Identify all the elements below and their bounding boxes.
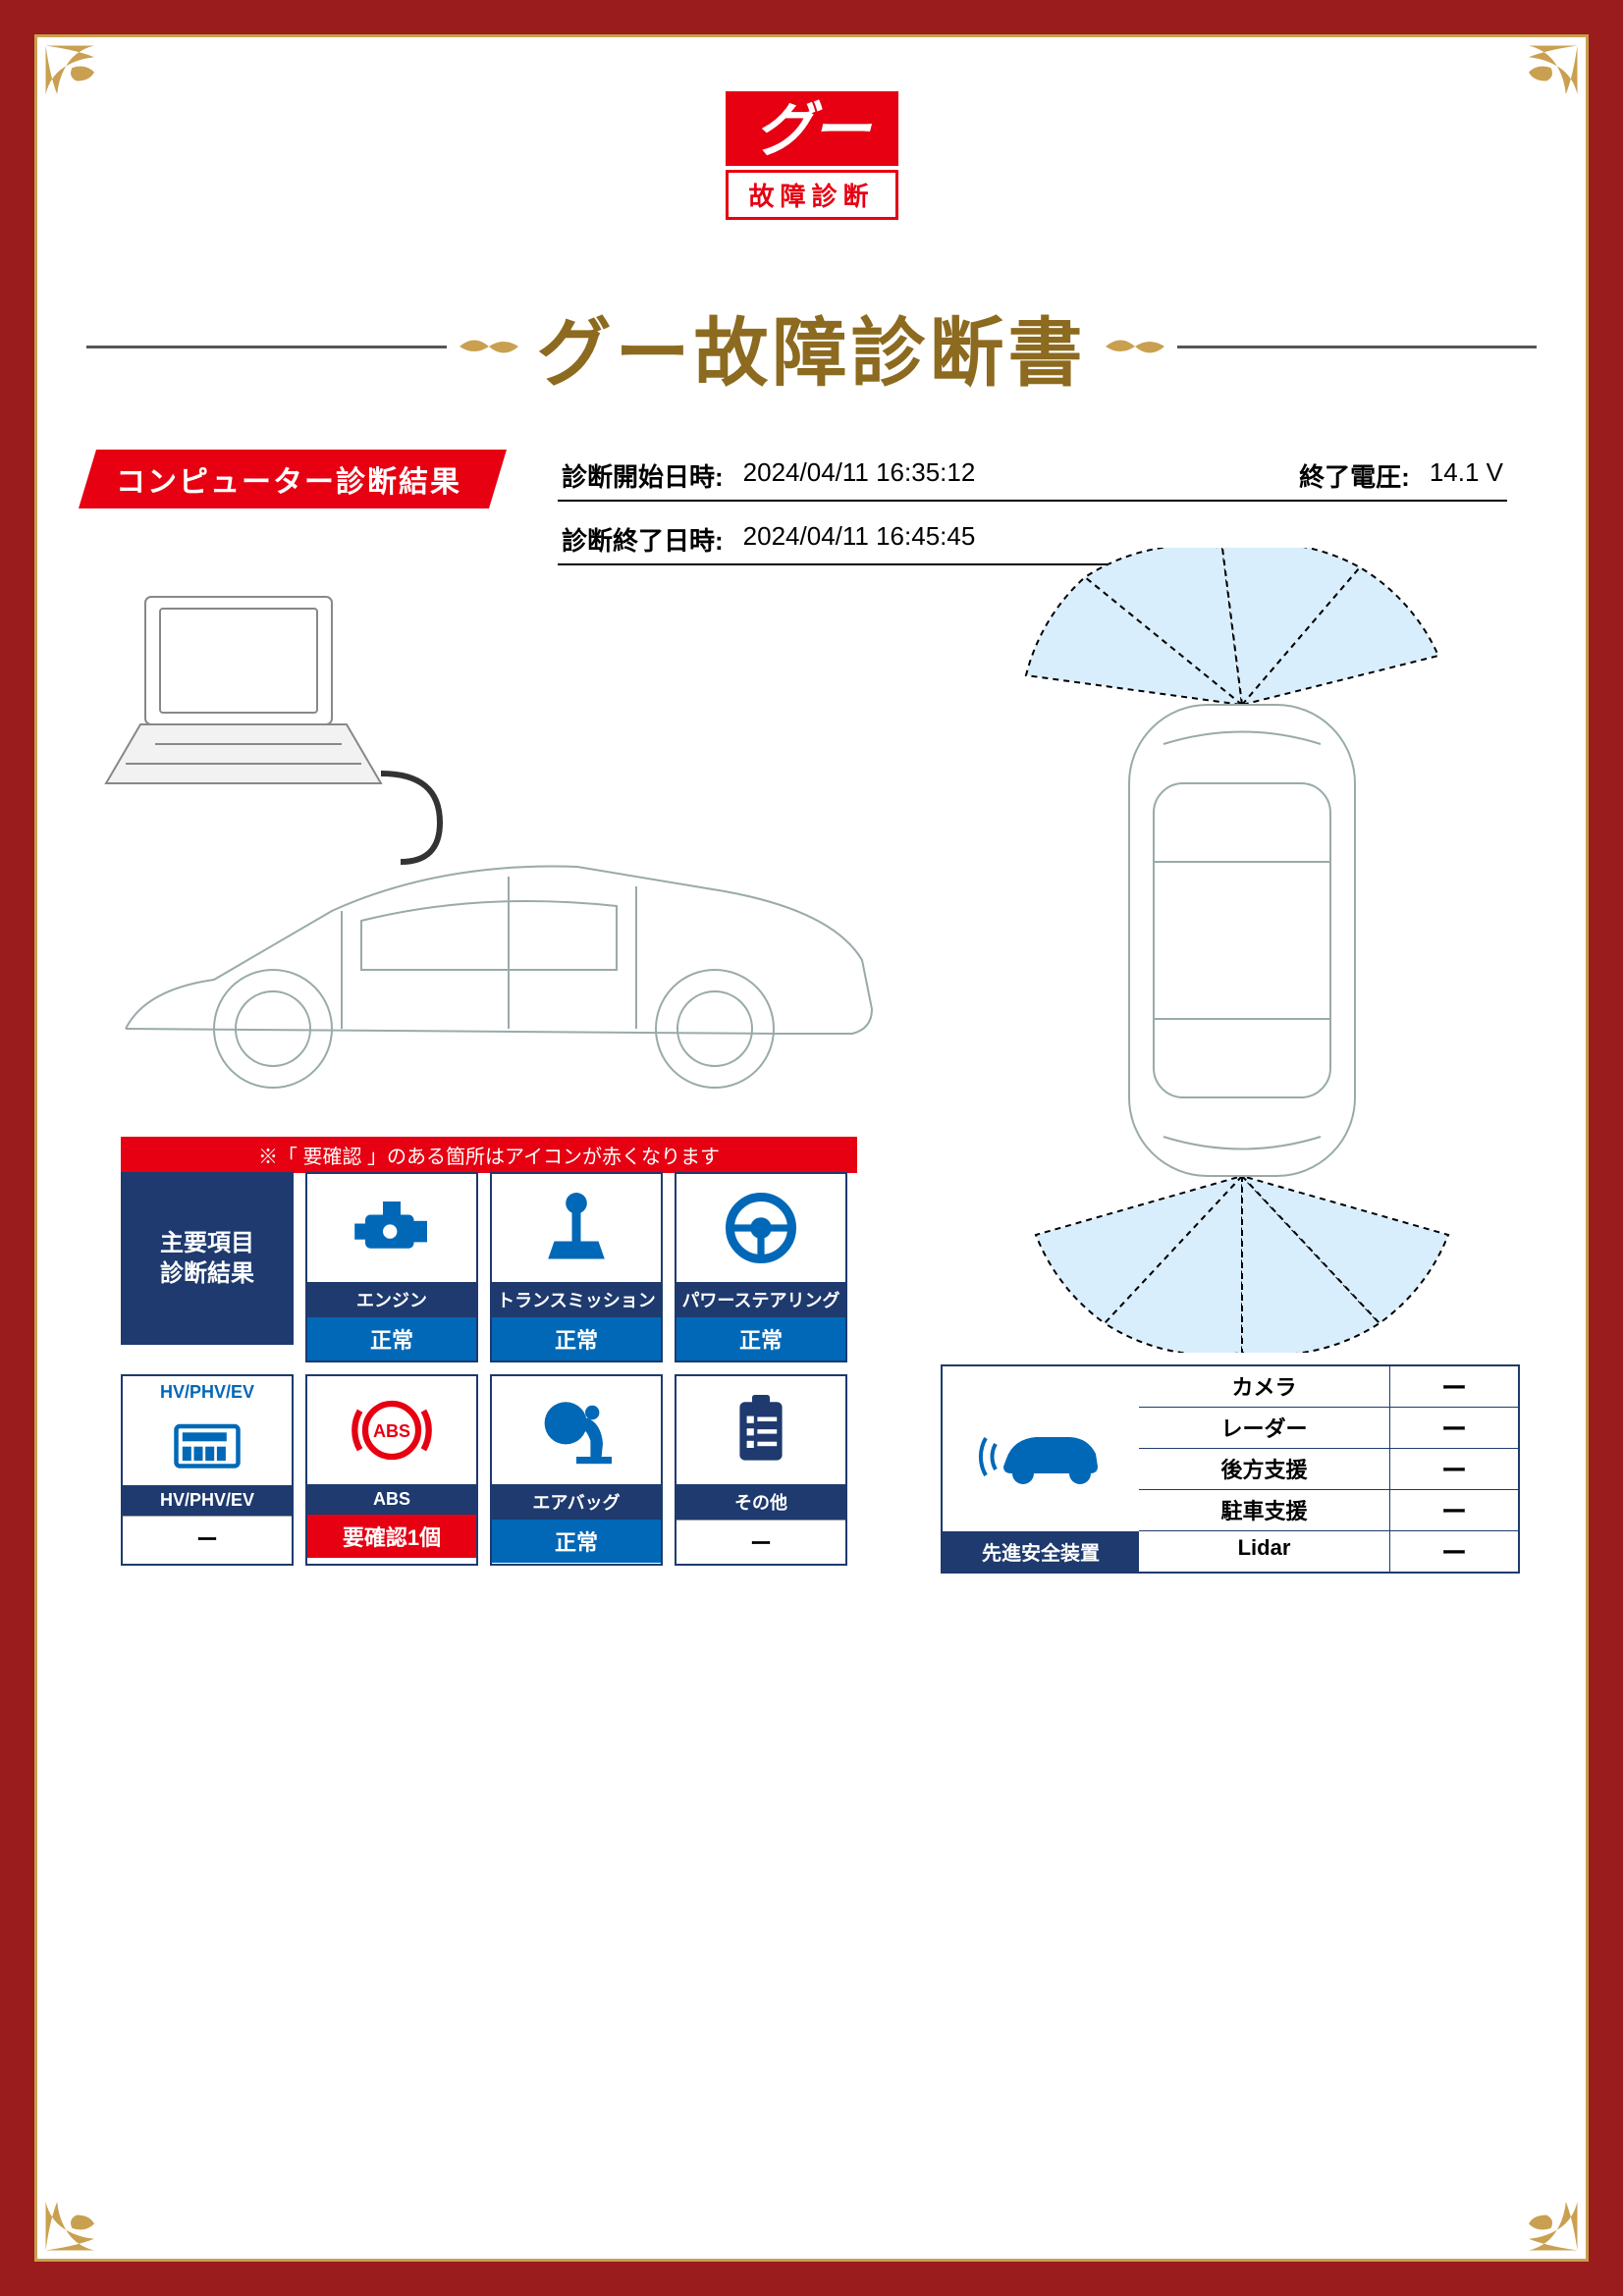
- tile-transmission: トランスミッション 正常: [490, 1172, 663, 1362]
- abs-icon: ABS: [307, 1376, 476, 1484]
- page-frame: グー 故障診断 グー故障診断書 コンピューター診断結果 診断開始日時: 2024…: [0, 0, 1623, 2296]
- tile-name: トランスミッション: [492, 1282, 661, 1317]
- flourish-left-icon: [455, 332, 523, 361]
- diagnostic-grid: 主要項目 診断結果 エンジン 正常 トランスミッション 正常: [121, 1172, 857, 1566]
- tile-status: 要確認1個: [307, 1515, 476, 1558]
- end-time-label: 診断終了日時:: [562, 521, 724, 558]
- tile-name: エアバッグ: [492, 1484, 661, 1520]
- safety-key: カメラ: [1139, 1366, 1390, 1407]
- safety-val: ー: [1390, 1531, 1518, 1572]
- grid-heading-text: 主要項目 診断結果: [121, 1172, 294, 1345]
- tile-name: パワーステアリング: [676, 1282, 845, 1317]
- tile-status: ー: [676, 1520, 845, 1564]
- safety-val: ー: [1390, 1490, 1518, 1530]
- transmission-icon: [492, 1174, 661, 1282]
- tile-name: HV/PHV/EV: [123, 1485, 292, 1516]
- tile-hv-phv-ev: HV/PHV/EV HV/PHV/EV ー: [121, 1374, 294, 1566]
- safety-key: Lidar: [1139, 1531, 1390, 1572]
- safety-key: 後方支援: [1139, 1449, 1390, 1489]
- safety-row: 後方支援 ー: [1139, 1449, 1518, 1490]
- safety-row: 駐車支援 ー: [1139, 1490, 1518, 1531]
- inner-panel: グー 故障診断 グー故障診断書 コンピューター診断結果 診断開始日時: 2024…: [34, 34, 1589, 2262]
- tile-prelabel: HV/PHV/EV: [123, 1376, 292, 1403]
- safety-label: 先進安全装置: [943, 1531, 1139, 1572]
- tile-engine: エンジン 正常: [305, 1172, 478, 1362]
- airbag-icon: [492, 1376, 661, 1484]
- safety-row: レーダー ー: [1139, 1408, 1518, 1449]
- safety-val: ー: [1390, 1449, 1518, 1489]
- tile-status: 正常: [492, 1520, 661, 1563]
- tile-name: その他: [676, 1484, 845, 1520]
- voltage-value: 14.1 V: [1430, 457, 1503, 494]
- note-bar: ※「 要確認 」のある箇所はアイコンが赤くなります: [121, 1137, 857, 1173]
- safety-equipment-box: 先進安全装置 カメラ ー レーダー ー 後方支援 ー 駐車支援 ー: [941, 1364, 1520, 1574]
- safety-key: レーダー: [1139, 1408, 1390, 1448]
- car-sensor-icon: [943, 1366, 1139, 1531]
- tile-name: ABS: [307, 1484, 476, 1515]
- tile-status: 正常: [307, 1317, 476, 1361]
- end-time-value: 2024/04/11 16:45:45: [743, 521, 976, 558]
- tile-status: 正常: [676, 1317, 845, 1361]
- start-time-label: 診断開始日時:: [562, 457, 724, 494]
- corner-ornament-icon: [41, 2166, 130, 2255]
- grid-heading-tile: 主要項目 診断結果: [121, 1172, 294, 1362]
- brand-name: グー: [726, 91, 898, 166]
- voltage-label: 終了電圧:: [1299, 457, 1410, 494]
- corner-ornament-icon: [1493, 41, 1582, 130]
- svg-text:ABS: ABS: [373, 1421, 410, 1441]
- engine-icon: [307, 1174, 476, 1282]
- car-top-illustration: [967, 548, 1517, 1353]
- title-row: グー故障診断書: [37, 293, 1586, 400]
- section-header: コンピューター診断結果: [96, 450, 489, 508]
- brand-subtitle: 故障診断: [726, 170, 898, 220]
- safety-row: Lidar ー: [1139, 1531, 1518, 1572]
- info-row-1: 診断開始日時: 2024/04/11 16:35:12 終了電圧: 14.1 V: [558, 450, 1507, 502]
- safety-left: 先進安全装置: [943, 1366, 1139, 1572]
- tile-power-steering: パワーステアリング 正常: [675, 1172, 847, 1362]
- tile-status: ー: [123, 1516, 292, 1560]
- safety-row: カメラ ー: [1139, 1366, 1518, 1408]
- title-rule-right: [1177, 346, 1538, 348]
- section-tab: コンピューター診断結果: [96, 450, 489, 508]
- tile-status: 正常: [492, 1317, 661, 1361]
- corner-ornament-icon: [41, 41, 130, 130]
- tile-airbag: エアバッグ 正常: [490, 1374, 663, 1566]
- steering-wheel-icon: [676, 1174, 845, 1282]
- flourish-right-icon: [1101, 332, 1169, 361]
- tile-name: エンジン: [307, 1282, 476, 1317]
- tile-abs: ABS ABS 要確認1個: [305, 1374, 478, 1566]
- start-time-value: 2024/04/11 16:35:12: [743, 457, 976, 494]
- title-rule-left: [86, 346, 447, 348]
- safety-val: ー: [1390, 1366, 1518, 1407]
- battery-icon: [123, 1403, 292, 1485]
- safety-key: 駐車支援: [1139, 1490, 1390, 1530]
- clipboard-icon: [676, 1376, 845, 1484]
- safety-table: カメラ ー レーダー ー 後方支援 ー 駐車支援 ー Lidar ー: [1139, 1366, 1518, 1572]
- safety-val: ー: [1390, 1408, 1518, 1448]
- corner-ornament-icon: [1493, 2166, 1582, 2255]
- document-title: グー故障診断書: [537, 293, 1087, 400]
- brand-logo: グー 故障診断: [726, 91, 898, 220]
- tile-other: その他 ー: [675, 1374, 847, 1566]
